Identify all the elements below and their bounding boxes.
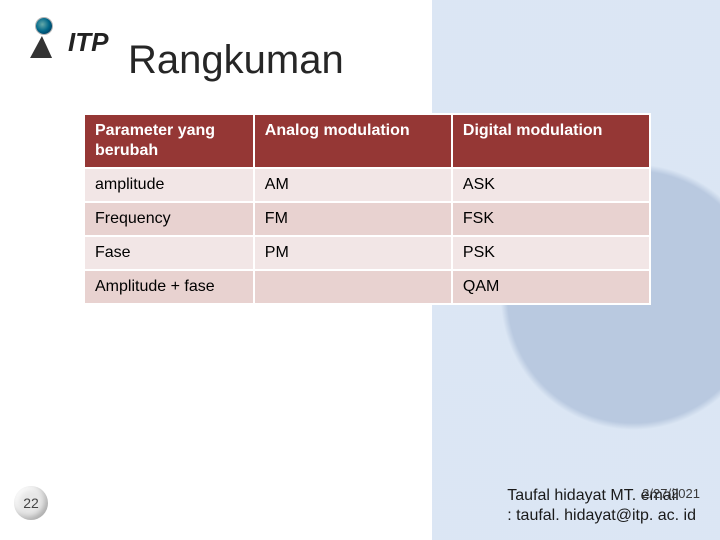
table-cell: PSK — [452, 236, 650, 270]
table-cell: FM — [254, 202, 452, 236]
footer-line2: : taufal. hidayat@itp. ac. id — [507, 506, 696, 526]
footer-author: 2/27/2021 Taufal hidayat MT. email : tau… — [507, 486, 696, 526]
table-row: Amplitude + fase QAM — [84, 270, 650, 304]
table-cell: AM — [254, 168, 452, 202]
table-cell: Amplitude + fase — [84, 270, 254, 304]
table-header: Parameter yang berubah — [84, 114, 254, 168]
logo: ITP — [32, 24, 108, 58]
page-number: 22 — [14, 486, 48, 520]
modulation-table: Parameter yang berubahAnalog modulationD… — [82, 112, 652, 306]
table-header: Digital modulation — [452, 114, 650, 168]
footer-date: 2/27/2021 — [642, 486, 700, 502]
table-cell: Frequency — [84, 202, 254, 236]
table-cell: FSK — [452, 202, 650, 236]
table-row: amplitudeAMASK — [84, 168, 650, 202]
logo-text: ITP — [68, 27, 108, 58]
table-cell: Fase — [84, 236, 254, 270]
table-row: FrequencyFMFSK — [84, 202, 650, 236]
page-title: Rangkuman — [128, 38, 344, 83]
table-cell: amplitude — [84, 168, 254, 202]
table-header: Analog modulation — [254, 114, 452, 168]
logo-icon — [32, 24, 66, 58]
table-row: FasePMPSK — [84, 236, 650, 270]
table-cell: QAM — [452, 270, 650, 304]
table-cell: ASK — [452, 168, 650, 202]
table-cell — [254, 270, 452, 304]
table-cell: PM — [254, 236, 452, 270]
slide: ITP Rangkuman Parameter yang berubahAnal… — [0, 0, 720, 540]
